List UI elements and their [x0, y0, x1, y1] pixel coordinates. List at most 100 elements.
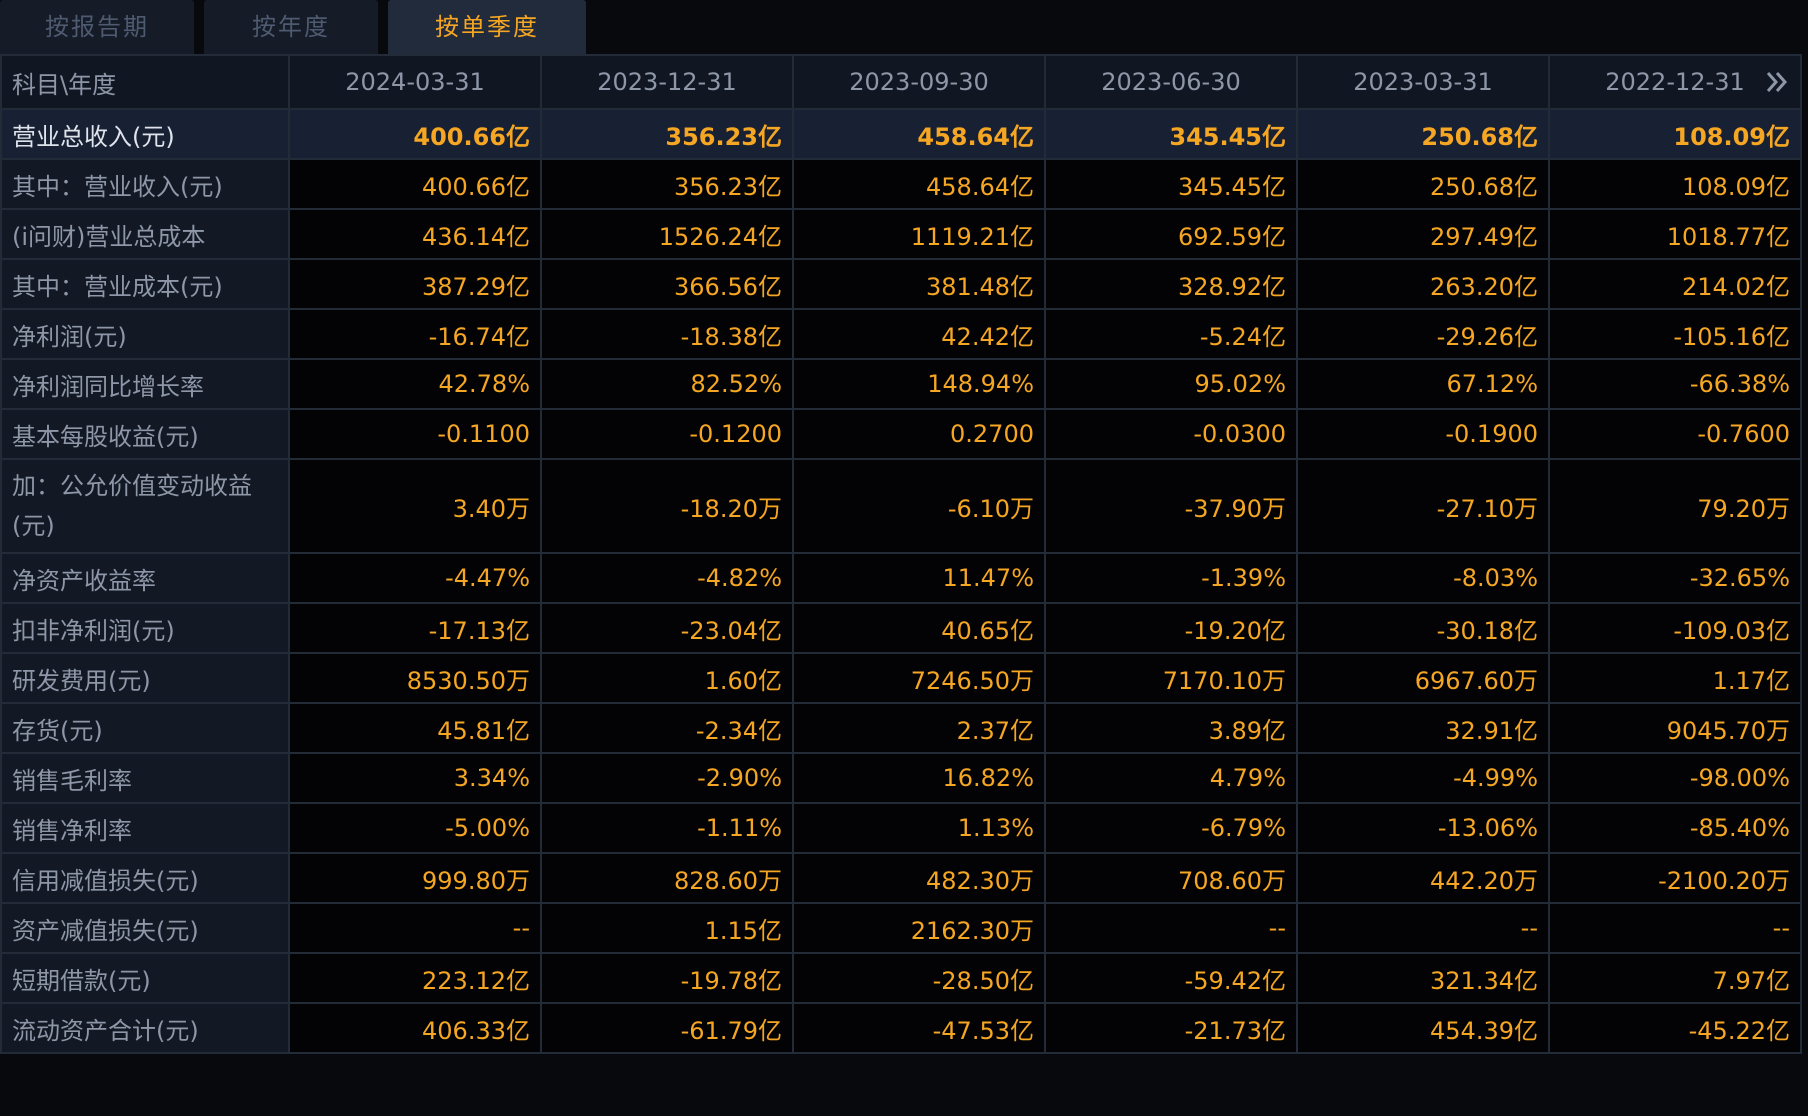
value-cell: 7246.50万 [792, 652, 1046, 704]
value-cell: -45.22亿 [1548, 1002, 1802, 1054]
value-cell: -5.24亿 [1044, 308, 1298, 360]
row-label: 加：公允价值变动收益(元) [0, 458, 290, 554]
value-cell: -17.13亿 [288, 602, 542, 654]
value-cell: 442.20万 [1296, 852, 1550, 904]
value-cell: 11.47% [792, 552, 1046, 604]
column-header: 2023-12-31 [540, 54, 794, 110]
value-cell: 7.97亿 [1548, 952, 1802, 1004]
table-row: 研发费用(元) 8530.50万 1.60亿 7246.50万 7170.10万 6967… [0, 652, 1802, 704]
table-body: 营业总收入(元) 400.66亿 356.23亿 458.64亿 345.45亿 250.… [0, 108, 1802, 1054]
value-cell: -6.79% [1044, 802, 1298, 854]
row-label: 净利润(元) [0, 308, 290, 360]
value-cell: 458.64亿 [792, 108, 1046, 160]
value-cell: 6967.60万 [1296, 652, 1550, 704]
value-cell: 263.20亿 [1296, 258, 1550, 310]
row-label: 资产减值损失(元) [0, 902, 290, 954]
corner-header: 科目\年度 [0, 54, 290, 110]
value-cell: 828.60万 [540, 852, 794, 904]
value-cell: 67.12% [1296, 358, 1550, 410]
value-cell: -59.42亿 [1044, 952, 1298, 1004]
value-cell: 1526.24亿 [540, 208, 794, 260]
double-chevron-right-icon[interactable] [1762, 67, 1792, 97]
value-cell: -2.34亿 [540, 702, 794, 754]
value-cell: -0.1200 [540, 408, 794, 460]
table-row: 销售毛利率 3.34% -2.90% 16.82% 4.79% -4.99% -98.00% [0, 752, 1802, 804]
table-row: 净利润同比增长率 42.78% 82.52% 148.94% 95.02% 67.12% -… [0, 358, 1802, 410]
value-cell: 356.23亿 [540, 108, 794, 160]
table-row: 扣非净利润(元) -17.13亿 -23.04亿 40.65亿 -19.20亿 -30.1… [0, 602, 1802, 654]
value-cell: -- [1548, 902, 1802, 954]
value-cell: 297.49亿 [1296, 208, 1550, 260]
value-cell: 7170.10万 [1044, 652, 1298, 704]
value-cell: 436.14亿 [288, 208, 542, 260]
column-header-label: 2022-12-31 [1605, 68, 1745, 96]
value-cell: -98.00% [1548, 752, 1802, 804]
value-cell: 1.13% [792, 802, 1046, 854]
column-header-last: 2022-12-31 [1548, 54, 1802, 110]
row-label: 其中：营业收入(元) [0, 158, 290, 210]
value-cell: -5.00% [288, 802, 542, 854]
table-row: 流动资产合计(元) 406.33亿 -61.79亿 -47.53亿 -21.73亿 454… [0, 1002, 1802, 1054]
value-cell: 108.09亿 [1548, 158, 1802, 210]
row-label: 信用减值损失(元) [0, 852, 290, 904]
value-cell: -85.40% [1548, 802, 1802, 854]
value-cell: 381.48亿 [792, 258, 1046, 310]
table-row: 净资产收益率 -4.47% -4.82% 11.47% -1.39% -8.03% -32.… [0, 552, 1802, 604]
value-cell: -19.20亿 [1044, 602, 1298, 654]
table-row: 短期借款(元) 223.12亿 -19.78亿 -28.50亿 -59.42亿 321.3… [0, 952, 1802, 1004]
value-cell: 345.45亿 [1044, 108, 1298, 160]
value-cell: -47.53亿 [792, 1002, 1046, 1054]
value-cell: 79.20万 [1548, 458, 1802, 554]
value-cell: 1.60亿 [540, 652, 794, 704]
value-cell: 95.02% [1044, 358, 1298, 410]
value-cell: 366.56亿 [540, 258, 794, 310]
table-row: 营业总收入(元) 400.66亿 356.23亿 458.64亿 345.45亿 250.… [0, 108, 1802, 160]
period-tab-bar: 按报告期 按年度 按单季度 [0, 0, 1808, 54]
value-cell: 356.23亿 [540, 158, 794, 210]
row-label: 扣非净利润(元) [0, 602, 290, 654]
value-cell: 108.09亿 [1548, 108, 1802, 160]
value-cell: -37.90万 [1044, 458, 1298, 554]
value-cell: 387.29亿 [288, 258, 542, 310]
value-cell: -1.11% [540, 802, 794, 854]
value-cell: -30.18亿 [1296, 602, 1550, 654]
value-cell: -18.38亿 [540, 308, 794, 360]
value-cell: 2162.30万 [792, 902, 1046, 954]
value-cell: 3.89亿 [1044, 702, 1298, 754]
value-cell: -6.10万 [792, 458, 1046, 554]
value-cell: 9045.70万 [1548, 702, 1802, 754]
value-cell: -4.82% [540, 552, 794, 604]
value-cell: -61.79亿 [540, 1002, 794, 1054]
table-row: 信用减值损失(元) 999.80万 828.60万 482.30万 708.60万 442… [0, 852, 1802, 904]
row-label: 存货(元) [0, 702, 290, 754]
value-cell: -2100.20万 [1548, 852, 1802, 904]
value-cell: 1.17亿 [1548, 652, 1802, 704]
table-row: (i问财)营业总成本 436.14亿 1526.24亿 1119.21亿 692.59亿… [0, 208, 1802, 260]
tab-by-single-quarter[interactable]: 按单季度 [388, 0, 586, 54]
value-cell: -21.73亿 [1044, 1002, 1298, 1054]
row-label: 销售毛利率 [0, 752, 290, 804]
value-cell: 250.68亿 [1296, 158, 1550, 210]
value-cell: 454.39亿 [1296, 1002, 1550, 1054]
value-cell: 328.92亿 [1044, 258, 1298, 310]
value-cell: 482.30万 [792, 852, 1046, 904]
value-cell: -0.0300 [1044, 408, 1298, 460]
tab-by-report-period[interactable]: 按报告期 [0, 0, 194, 54]
row-label: 其中：营业成本(元) [0, 258, 290, 310]
row-label: 基本每股收益(元) [0, 408, 290, 460]
value-cell: -0.7600 [1548, 408, 1802, 460]
tab-by-year[interactable]: 按年度 [204, 0, 378, 54]
value-cell: -0.1100 [288, 408, 542, 460]
row-label: 营业总收入(元) [0, 108, 290, 160]
row-label: 短期借款(元) [0, 952, 290, 1004]
row-label: 净利润同比增长率 [0, 358, 290, 410]
value-cell: -18.20万 [540, 458, 794, 554]
value-cell: -- [1044, 902, 1298, 954]
value-cell: 148.94% [792, 358, 1046, 410]
value-cell: -23.04亿 [540, 602, 794, 654]
table-row: 其中：营业成本(元) 387.29亿 366.56亿 381.48亿 328.92亿 26… [0, 258, 1802, 310]
value-cell: -29.26亿 [1296, 308, 1550, 360]
value-cell: 692.59亿 [1044, 208, 1298, 260]
value-cell: -4.99% [1296, 752, 1550, 804]
value-cell: 16.82% [792, 752, 1046, 804]
